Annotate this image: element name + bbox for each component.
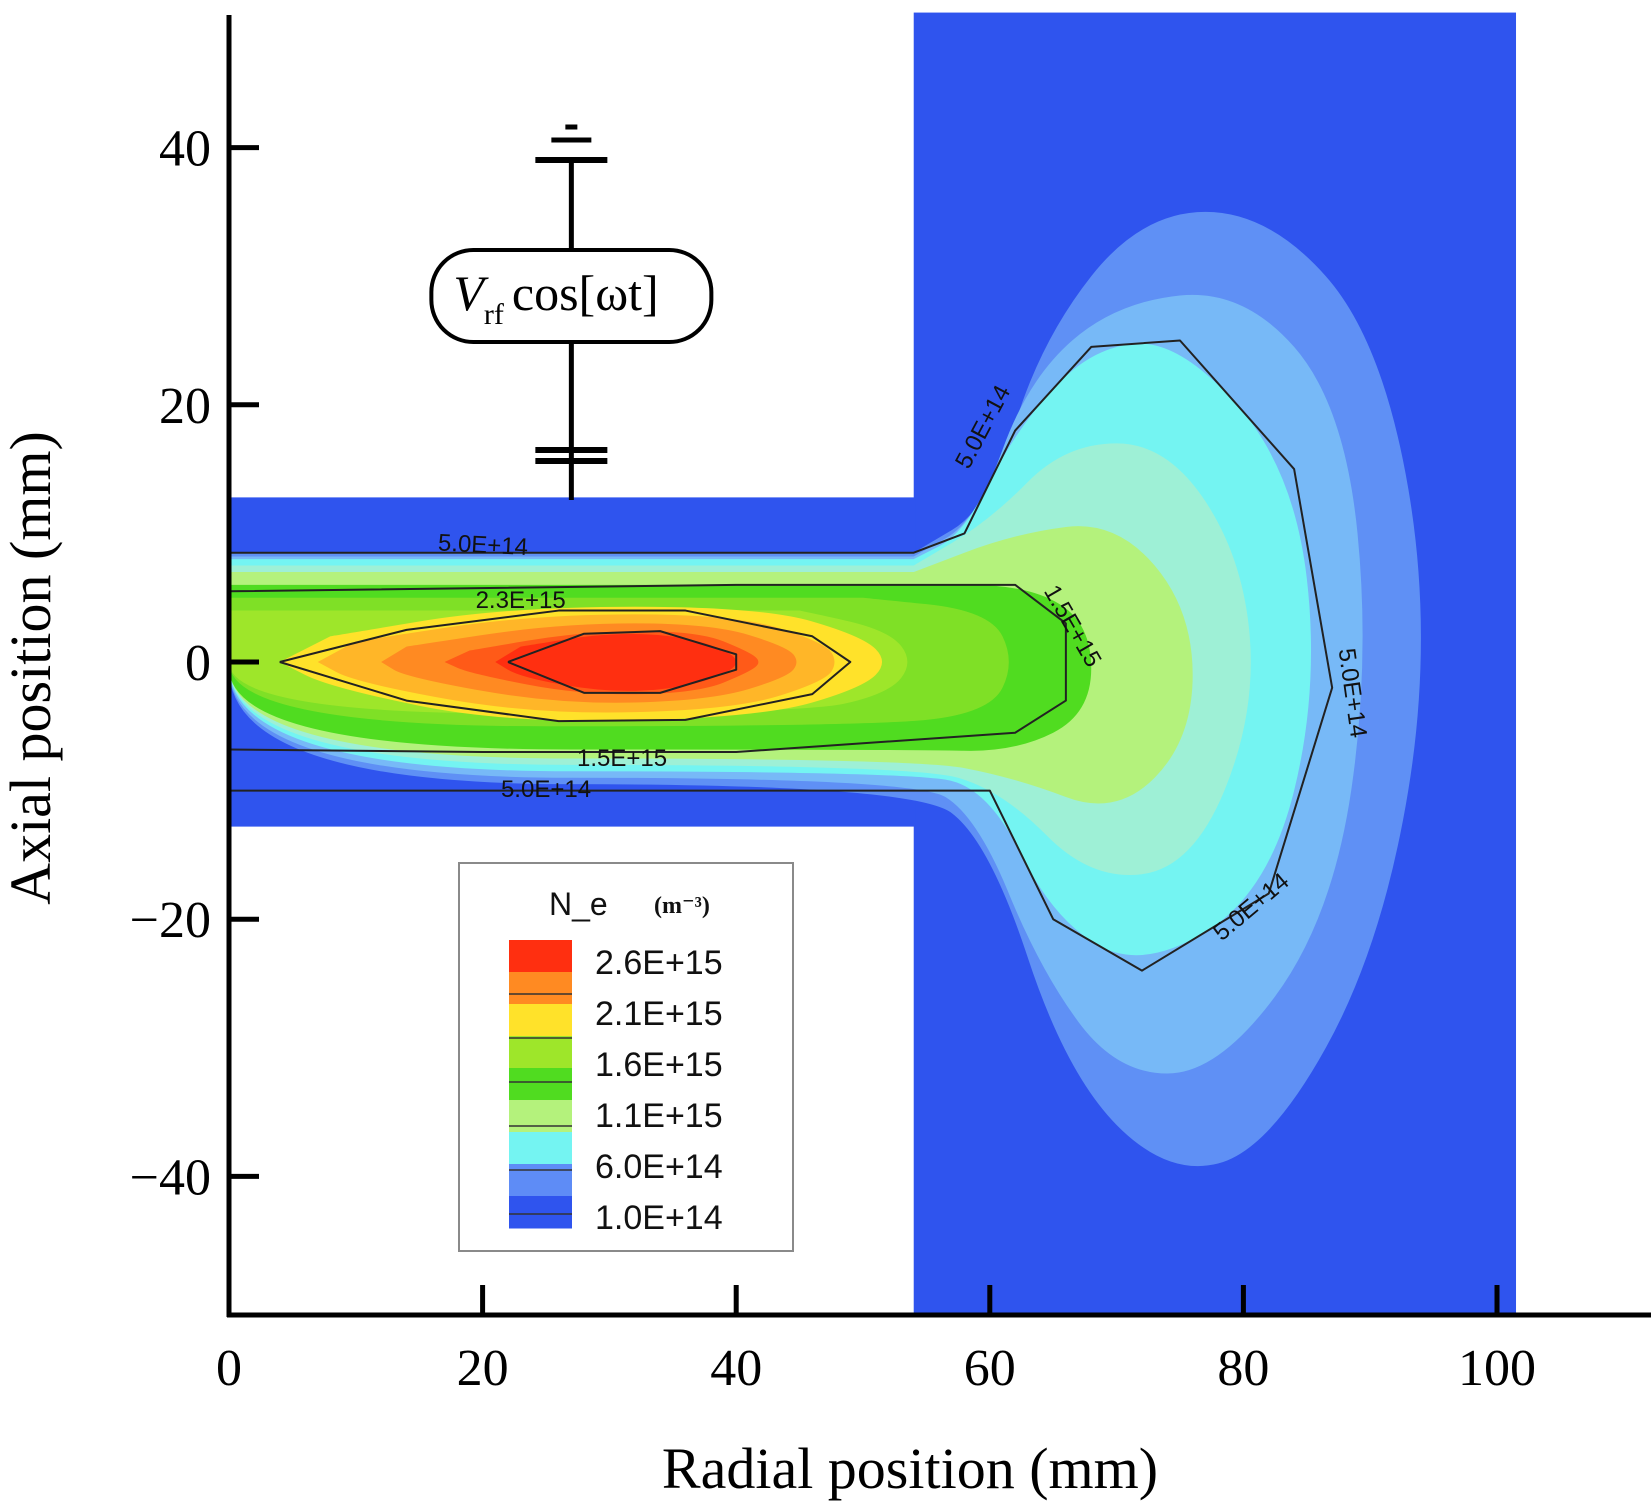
legend-swatch [509, 1164, 572, 1197]
legend-unit: (m⁻³) [654, 893, 710, 919]
legend-label: 1.6E+15 [595, 1046, 723, 1084]
x-tick-label: 60 [964, 1340, 1016, 1397]
contour-label: 2.3E+15 [476, 587, 566, 614]
y-tick-label: 40 [159, 121, 211, 178]
legend-swatch [509, 1036, 572, 1069]
legend-swatch [509, 1132, 572, 1165]
legend-swatch [509, 1100, 572, 1133]
legend-swatch [509, 972, 572, 1005]
legend-title: N_e [549, 886, 608, 922]
legend-label: 1.0E+14 [595, 1199, 723, 1237]
contour-line-3 [279, 609, 852, 723]
contour-line-1 [229, 339, 1334, 972]
legend-label: 2.6E+15 [595, 944, 723, 982]
contour-line-2 [228, 583, 1067, 754]
y-tick-label: −40 [130, 1149, 211, 1206]
contour-line-4 [507, 630, 738, 694]
axes: 0 20 40 60 80 100 −40 −20 0 20 40 [130, 15, 1651, 1397]
y-tick-label: 20 [159, 378, 211, 435]
legend-labels: 2.6E+15 2.1E+15 1.6E+15 1.1E+15 6.0E+14 1.0E+… [595, 944, 723, 1237]
legend-swatch [509, 1068, 572, 1101]
contour-label: 5.0E+14 [437, 529, 528, 561]
contour-label: 5.0E+14 [501, 776, 591, 803]
x-tick-label: 80 [1217, 1340, 1269, 1397]
y-axis-title: Axial position (mm) [0, 431, 63, 905]
density-band-13 [495, 633, 737, 691]
x-tick-label: 20 [457, 1340, 509, 1397]
x-tick-label: 100 [1458, 1340, 1536, 1397]
legend-swatch [509, 940, 572, 973]
legend-swatch [509, 1196, 572, 1229]
legend-swatch [509, 1004, 572, 1037]
y-tick-label: −20 [130, 892, 211, 949]
density-field [229, 12, 1517, 1315]
legend-colorbar [509, 940, 572, 1229]
legend: N_e (m⁻³) 2.6E+15 2.1E+15 1.6E+15 1.1E+15 6.… [458, 862, 794, 1252]
legend-label: 2.1E+15 [595, 995, 723, 1033]
rf-source-box [429, 248, 714, 344]
rf-source-schematic: Vrf cos[ωt] [429, 124, 714, 500]
y-tick-label: 0 [185, 635, 211, 692]
x-axis-title: Radial position (mm) [662, 1436, 1158, 1501]
x-tick-label: 0 [216, 1340, 242, 1397]
contour-label: 1.5E+15 [577, 745, 667, 772]
contour-lines [228, 339, 1334, 972]
x-tick-label: 40 [710, 1340, 762, 1397]
rf-source-label: Vrf cos[ωt] [453, 265, 658, 331]
legend-label: 6.0E+14 [595, 1148, 723, 1186]
legend-label: 1.1E+15 [595, 1097, 723, 1135]
